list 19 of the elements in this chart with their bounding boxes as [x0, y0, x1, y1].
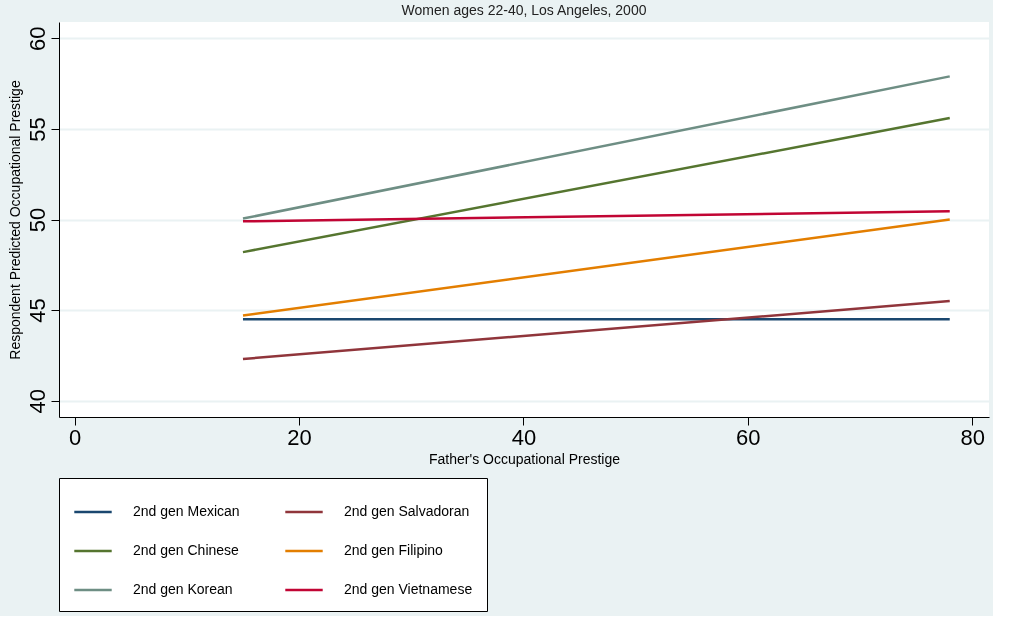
legend-label: 2nd gen Chinese [133, 542, 240, 558]
legend-label: 2nd gen Vietnamese [344, 581, 473, 597]
y-tick-label: 50 [24, 207, 50, 233]
legend-label: 2nd gen Salvadoran [344, 503, 470, 519]
x-tick-label: 80 [960, 424, 985, 450]
legend-label: 2nd gen Mexican [133, 503, 240, 519]
y-axis-title: Respondent Predicted Occupational Prestige [6, 80, 23, 360]
x-tick-label: 60 [736, 424, 761, 450]
y-tick-label: 60 [24, 26, 50, 52]
legend-label: 2nd gen Korean [133, 581, 233, 597]
x-tick-label: 0 [69, 424, 82, 450]
x-tick-label: 40 [511, 424, 537, 450]
x-axis-title: Father's Occupational Prestige [429, 450, 621, 467]
chart-title: Women ages 22-40, Los Angeles, 2000 [401, 2, 647, 18]
y-tick-label: 45 [24, 298, 50, 323]
y-tick-label: 55 [24, 117, 50, 142]
x-tick-label: 20 [287, 424, 312, 450]
legend-label: 2nd gen Filipino [344, 542, 444, 558]
y-tick-label: 40 [24, 388, 50, 414]
